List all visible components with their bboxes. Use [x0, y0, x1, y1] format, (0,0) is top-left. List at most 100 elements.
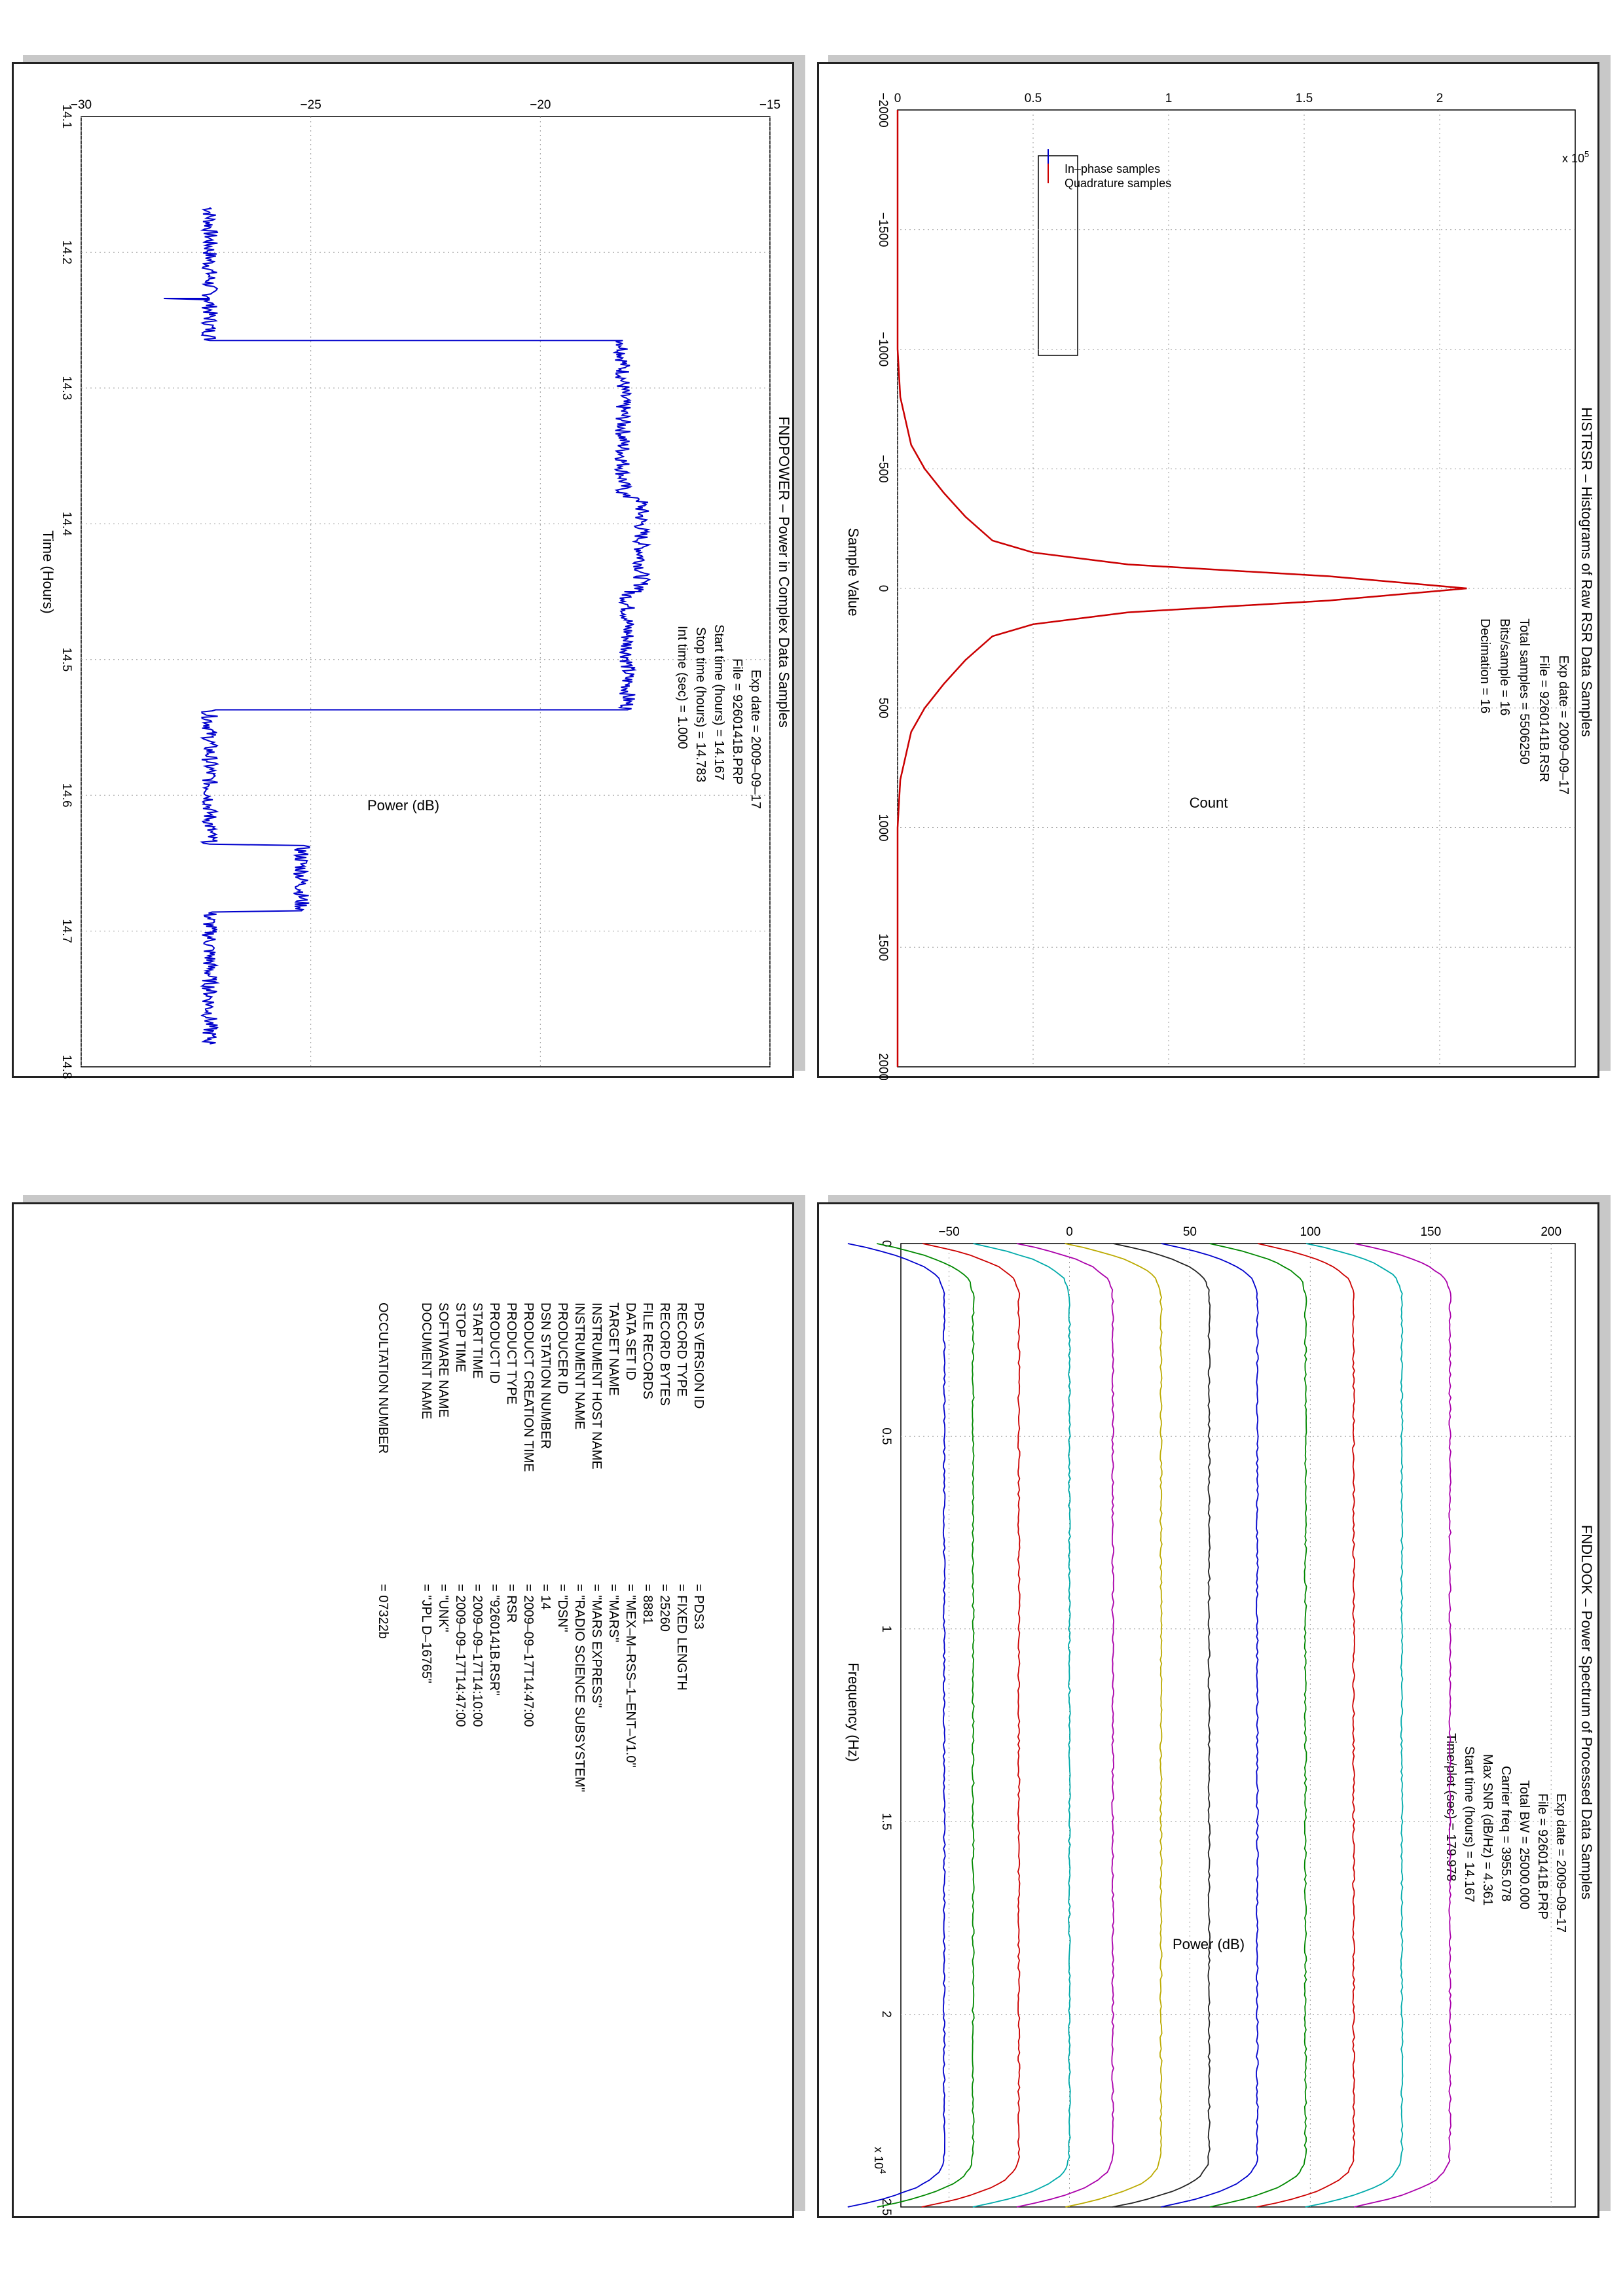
- y-tick-label: −50: [938, 1225, 959, 1239]
- label-value: = "DSN": [555, 1584, 570, 1632]
- annotation-line: File = 9260141B.RSR: [1537, 655, 1551, 782]
- fndlook-panel: FNDLOOK – Power Spectrum of Processed Da…: [817, 1202, 1599, 2218]
- label-value: = "MARS EXPRESS": [589, 1584, 604, 1708]
- annotation-line: Bits/sample = 16: [1497, 619, 1512, 715]
- annotation-line: Max SNR (dB/Hz) = 4.361: [1480, 1754, 1495, 1906]
- chart-title: FNDLOOK – Power Spectrum of Processed Da…: [1578, 1525, 1595, 1899]
- y-tick-label: 0: [1066, 1225, 1073, 1239]
- x-axis-label: Sample Value: [845, 528, 862, 616]
- spectrum-series-line: [1209, 1243, 1307, 2208]
- label-key: DSN STATION NUMBER: [538, 1302, 553, 1449]
- annotation-line: Total BW = 25000.000: [1517, 1780, 1531, 1909]
- label-key: DOCUMENT NAME: [419, 1302, 433, 1420]
- x-tick-label: 2000: [876, 1053, 890, 1080]
- x-tick-label: −1500: [876, 212, 890, 247]
- y-axis-multiplier: x 105: [1562, 149, 1589, 165]
- x-tick-label: −1000: [876, 332, 890, 367]
- spectrum-series-line: [1256, 1243, 1355, 2208]
- chart-title: HISTRSR – Histograms of Raw RSR Data Sam…: [1578, 407, 1595, 737]
- y-exponent-text: 5: [1584, 149, 1589, 159]
- y-tick-label: 150: [1420, 1225, 1441, 1239]
- annotation-line: Total samples = 5506250: [1517, 619, 1531, 764]
- fndlook-chart: FNDLOOK – Power Spectrum of Processed Da…: [845, 1225, 1595, 2215]
- label-key: INSTRUMENT HOST NAME: [589, 1302, 604, 1469]
- label-key: STOP TIME: [453, 1302, 467, 1372]
- y-tick-label: 2: [1436, 92, 1444, 105]
- y-tick-label: 0: [894, 92, 902, 105]
- histrsr-panel: HISTRSR – Histograms of Raw RSR Data Sam…: [817, 62, 1599, 1080]
- y-tick-label: 0.5: [1025, 92, 1042, 105]
- x-tick-label: 14.3: [60, 376, 73, 400]
- x-tick-label: 2.5: [879, 2198, 893, 2215]
- chart-title: FNDPOWER – Power in Complex Data Samples: [776, 416, 792, 728]
- x-axis-label: Frequency (Hz): [845, 1662, 862, 1762]
- label-value: = 07322b: [376, 1584, 390, 1639]
- label-table: PDS VERSION ID = PDS3 RECORD TYPE = FIXED L…: [376, 1302, 706, 1792]
- label-value: = "RADIO SCIENCE SUBSYSTEM": [572, 1584, 587, 1792]
- label-panel: PDS VERSION ID = PDS3 RECORD TYPE = FIXED L…: [12, 1202, 794, 2218]
- legend-label: In–phase samples: [1065, 162, 1160, 175]
- label-key: INSTRUMENT NAME: [572, 1302, 587, 1429]
- x-tick-label: 14.8: [60, 1055, 73, 1079]
- annotation-line: Exp date = 2009–09–17: [748, 670, 763, 809]
- label-value: = 2009–09–17T14:47:00: [521, 1584, 536, 1727]
- annotation-line: Start time (hours) = 14.167: [1462, 1746, 1476, 1902]
- x-tick-label: 14.7: [60, 919, 73, 943]
- x-tick-label: 0: [876, 585, 890, 592]
- annotation-line: Start time (hours) = 14.167: [712, 624, 726, 780]
- y-tick-label: −25: [301, 98, 321, 112]
- x-multiplier-text: x 10: [872, 2147, 885, 2169]
- label-key: RECORD TYPE: [674, 1302, 689, 1397]
- annotation-line: Int time (sec) = 1.000: [675, 626, 689, 749]
- label-value: = PDS3: [691, 1584, 706, 1629]
- y-multiplier-text: x 10: [1562, 152, 1584, 165]
- label-key: TARGET NAME: [606, 1302, 621, 1396]
- y-tick-label: 1.5: [1296, 92, 1313, 105]
- spectrum-series-line: [1112, 1243, 1211, 2208]
- x-tick-label: 0.5: [879, 1427, 893, 1444]
- x-tick-label: 1500: [876, 933, 890, 961]
- label-key: PRODUCT CREATION TIME: [521, 1302, 536, 1472]
- x-tick-label: 1: [879, 1626, 893, 1633]
- annotation-line: Carrier freq = 3955.078: [1499, 1766, 1513, 1901]
- x-tick-label: 2: [879, 2011, 893, 2018]
- x-tick-label: 14.5: [60, 647, 73, 672]
- legend-box: [1038, 155, 1078, 356]
- spectrum-series-line: [972, 1243, 1071, 2208]
- x-exponent-text: 4: [878, 2169, 888, 2174]
- label-key: PRODUCT ID: [487, 1302, 501, 1384]
- y-tick-label: −15: [759, 98, 780, 112]
- y-tick-label: −30: [71, 98, 92, 112]
- y-tick-label: 1: [1165, 92, 1173, 105]
- y-axis-label: Count: [1190, 795, 1228, 811]
- x-tick-label: 500: [876, 698, 890, 719]
- legend: [1038, 155, 1078, 356]
- label-key: FILE RECORDS: [640, 1302, 655, 1399]
- label-key: PRODUCER ID: [555, 1302, 570, 1394]
- annotation-line: Exp date = 2009–09–17: [1554, 1793, 1568, 1933]
- spectrum-series-line: [921, 1243, 1021, 2208]
- x-tick-label: 14.4: [60, 512, 73, 536]
- spectrum-series-line: [1161, 1243, 1259, 2208]
- spectrum-series-line: [1305, 1243, 1404, 2208]
- fndpower-panel: FNDPOWER – Power in Complex Data Samples…: [12, 62, 794, 1079]
- label-value: = FIXED LENGTH: [674, 1584, 689, 1691]
- label-value: = "JPL D–16765": [419, 1584, 433, 1683]
- x-tick-label: 1.5: [879, 1813, 893, 1830]
- x-tick-label: 0: [879, 1240, 893, 1247]
- annotation-line: File = 9260141B.PRP: [730, 658, 744, 785]
- label-key: SOFTWARE NAME: [436, 1302, 450, 1418]
- label-key: PRODUCT TYPE: [504, 1302, 519, 1405]
- label-key: RECORD BYTES: [657, 1302, 672, 1406]
- spectrum-series-line: [1353, 1243, 1452, 2208]
- x-tick-label: −2000: [876, 92, 890, 127]
- x-axis-label: Time (Hours): [40, 530, 56, 614]
- label-value: = "MARS": [606, 1584, 621, 1642]
- label-value: = 2009–09–17T14:10:00: [470, 1584, 484, 1727]
- spectrum-series-line: [1065, 1243, 1163, 2208]
- label-value: = RSR: [504, 1584, 519, 1623]
- annotation-line: Stop time (hours) = 14.783: [693, 627, 708, 782]
- label-key: DATA SET ID: [623, 1302, 638, 1380]
- y-tick-label: 100: [1300, 1225, 1321, 1239]
- y-tick-label: 200: [1541, 1225, 1561, 1239]
